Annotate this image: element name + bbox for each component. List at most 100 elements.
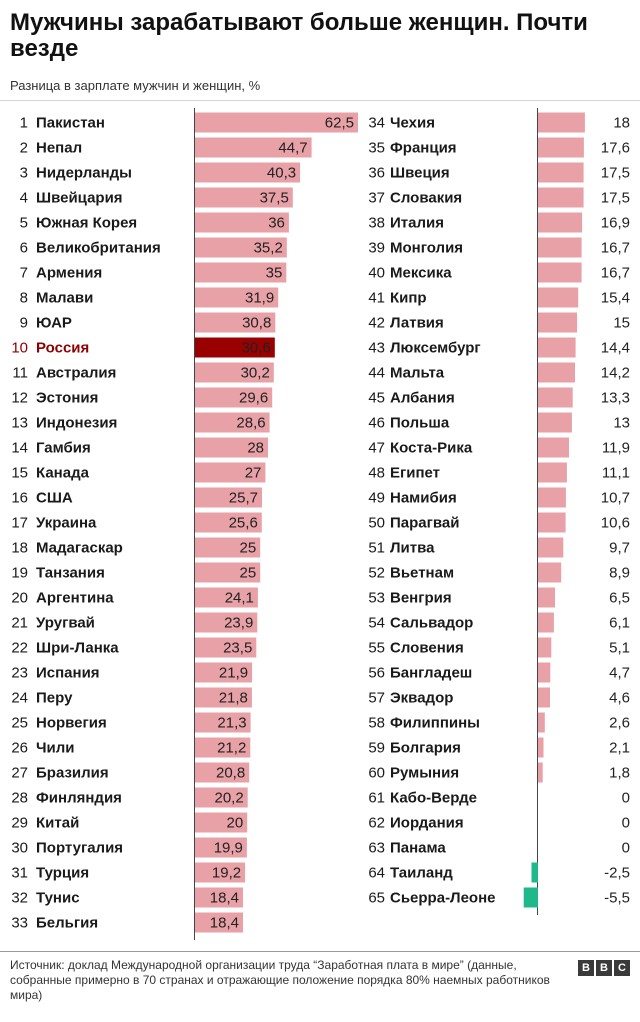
rank-label: 40 [368,265,385,282]
value-label: 18,4 [210,890,239,907]
bar [195,362,274,383]
rank-label: 56 [368,665,385,682]
rank-label: 37 [368,190,385,207]
bbc-logo: B B C [578,960,630,976]
header-divider [0,100,640,101]
bar [195,537,261,558]
bar [538,387,573,408]
value-label: 35 [266,265,283,282]
country-label: Австралия [36,365,116,382]
bar [195,387,273,408]
country-label: Панама [390,840,446,857]
value-label: 23,5 [223,640,252,657]
value-label: 18,4 [210,915,239,932]
country-label: Румыния [390,765,459,782]
bar [538,737,544,758]
value-label: 14,2 [601,365,630,382]
logo-letter: C [614,960,630,976]
rank-label: 13 [11,415,28,432]
bar [538,212,583,233]
rank-label: 20 [11,590,28,607]
value-label: 21,3 [217,715,246,732]
bar [538,237,582,258]
rank-label: 42 [368,315,385,332]
bar [195,512,262,533]
bar [195,412,270,433]
rank-label: 55 [368,640,385,657]
value-label: 40,3 [267,165,296,182]
chart-title: Мужчины зарабатывают больше женщин. Почт… [10,9,588,62]
bar [538,537,564,558]
bar [538,687,550,708]
bar [538,562,562,583]
source-note: Источник: доклад Международной организац… [10,958,550,1002]
bar [195,912,243,933]
value-label: 25,6 [229,515,258,532]
bar [538,262,582,283]
value-label: -5,5 [604,890,630,907]
country-label: Монголия [390,240,463,257]
value-label: 2,1 [609,740,630,757]
value-label: 20,2 [214,790,243,807]
rank-label: 62 [368,815,385,832]
value-label: 30,6 [242,340,271,357]
bar [195,112,358,133]
country-label: Тунис [36,890,80,907]
country-label: ЮАР [36,315,72,332]
rank-label: 41 [368,290,385,307]
rank-label: 57 [368,690,385,707]
country-label: Мальта [390,365,445,382]
rank-label: 53 [368,590,385,607]
rank-label: 32 [11,890,28,907]
bar [538,462,567,483]
value-label: 16,7 [601,265,630,282]
rank-label: 9 [20,315,28,332]
value-label: 8,9 [609,565,630,582]
value-label: 4,7 [609,665,630,682]
bar [195,587,258,608]
rank-label: 50 [368,515,385,532]
rank-label: 8 [20,290,28,307]
footer-divider [0,951,640,952]
value-label: 21,9 [219,665,248,682]
value-label: 11,9 [602,440,630,457]
value-label: 10,6 [601,515,630,532]
value-label: 17,6 [601,140,630,157]
chart-subtitle: Разница в зарплате мужчин и женщин, % [10,78,261,93]
rank-label: 4 [20,190,28,207]
bar [538,637,552,658]
country-label: Иордания [390,815,464,832]
bar [538,587,555,608]
bar [195,712,251,733]
country-label: Намибия [390,490,457,507]
rank-label: 6 [20,240,28,257]
value-label: 25,7 [229,490,258,507]
value-label: 6,1 [609,615,630,632]
country-label: Аргентина [36,590,114,607]
country-label: Франция [390,140,457,157]
value-label: 17,5 [601,190,630,207]
bar [195,212,289,233]
bar [538,412,572,433]
bar [195,737,251,758]
rank-label: 16 [11,490,28,507]
country-label: Бельгия [36,915,98,932]
rank-label: 11 [12,365,28,382]
country-label: Латвия [390,315,444,332]
rank-label: 12 [11,390,28,407]
bar [538,312,578,333]
country-label: Уругвай [36,615,95,632]
country-label: Сьерра-Леоне [390,890,496,907]
value-label: 19,9 [214,840,243,857]
value-label: 24,1 [225,590,254,607]
country-label: Словакия [390,190,462,207]
country-label: Финляндия [36,790,122,807]
country-label: Пакистан [36,115,105,132]
rank-label: 10 [11,340,28,357]
bar [195,687,252,708]
rank-label: 22 [11,640,28,657]
bar [538,137,584,158]
rank-label: 48 [368,465,385,482]
bar [195,887,243,908]
bar [538,662,551,683]
